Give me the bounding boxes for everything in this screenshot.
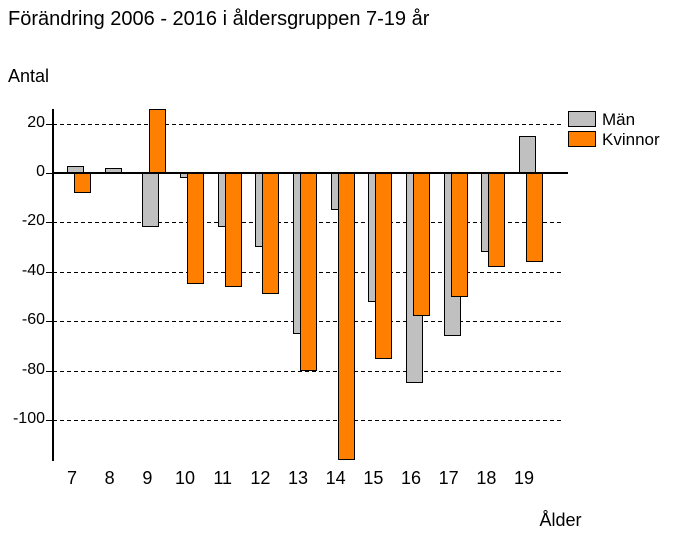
y-axis-line (52, 109, 54, 461)
x-tick-label-11: 11 (213, 468, 233, 488)
x-tick-label-7: 7 (66, 468, 77, 488)
legend: Män Kvinnor (568, 110, 674, 150)
bar-man-age-9 (142, 173, 159, 227)
women-legend-label: Kvinnor (602, 130, 660, 149)
bar-kvinnor-age-13 (300, 173, 317, 371)
x-tick-label-8: 8 (104, 468, 115, 488)
x-tick-label-16: 16 (401, 468, 422, 488)
bar-kvinnor-age-17 (451, 173, 468, 297)
gridline-20 (53, 124, 561, 125)
y-tick--80 (46, 371, 52, 372)
x-tick-label-19: 19 (514, 468, 535, 488)
bar-kvinnor-age-7 (74, 173, 91, 193)
y-tick--100 (46, 420, 52, 421)
bar-kvinnor-age-10 (187, 173, 204, 284)
y-tick--60 (46, 321, 52, 322)
y-tick-20 (46, 124, 52, 125)
y-tick-label--20: -20 (21, 212, 45, 230)
women-legend-swatch (568, 131, 596, 147)
bar-kvinnor-age-19 (526, 173, 543, 262)
y-tick-label--60: -60 (21, 311, 45, 329)
y-tick-label-0: 0 (36, 163, 45, 180)
x-tick-label-10: 10 (174, 468, 196, 488)
x-tick-label-9: 9 (142, 468, 153, 488)
gridline--100 (53, 420, 561, 421)
x-tick-label-17: 17 (438, 468, 459, 488)
bar-kvinnor-age-15 (375, 173, 392, 359)
y-tick-label--40: -40 (21, 261, 45, 279)
bar-man-age-7 (67, 166, 84, 173)
x-tick-label-13: 13 (288, 468, 309, 488)
bar-kvinnor-age-11 (225, 173, 242, 287)
x-tick-label-14: 14 (325, 468, 346, 488)
bar-kvinnor-age-14 (338, 173, 355, 460)
bar-kvinnor-age-18 (488, 173, 505, 267)
bar-kvinnor-age-16 (413, 173, 430, 316)
y-tick-label--100: -100 (12, 410, 45, 428)
bar-man-age-8 (105, 168, 122, 173)
x-tick-label-18: 18 (476, 468, 497, 488)
gridline--80 (53, 371, 561, 372)
y-tick-label-20: 20 (27, 113, 45, 131)
y-tick--20 (46, 222, 52, 223)
y-tick-0 (46, 173, 52, 174)
legend-item-men: Män (568, 110, 674, 130)
chart-title: Förändring 2006 - 2016 i åldersgruppen 7… (8, 8, 430, 30)
x-axis-title: Ålder (539, 510, 582, 530)
plot-area (46, 109, 568, 461)
men-legend-swatch (568, 111, 596, 127)
bar-kvinnor-age-9 (149, 109, 166, 173)
y-axis-title: Antal (8, 66, 50, 86)
men-legend-label: Män (602, 110, 636, 129)
x-tick-label-15: 15 (363, 468, 384, 488)
x-tick-label-12: 12 (250, 468, 271, 488)
bar-kvinnor-age-12 (262, 173, 279, 294)
y-tick--40 (46, 272, 52, 273)
y-tick-label--80: -80 (21, 360, 45, 378)
legend-item-women: Kvinnor (568, 130, 674, 150)
bar-man-age-19 (519, 136, 536, 173)
